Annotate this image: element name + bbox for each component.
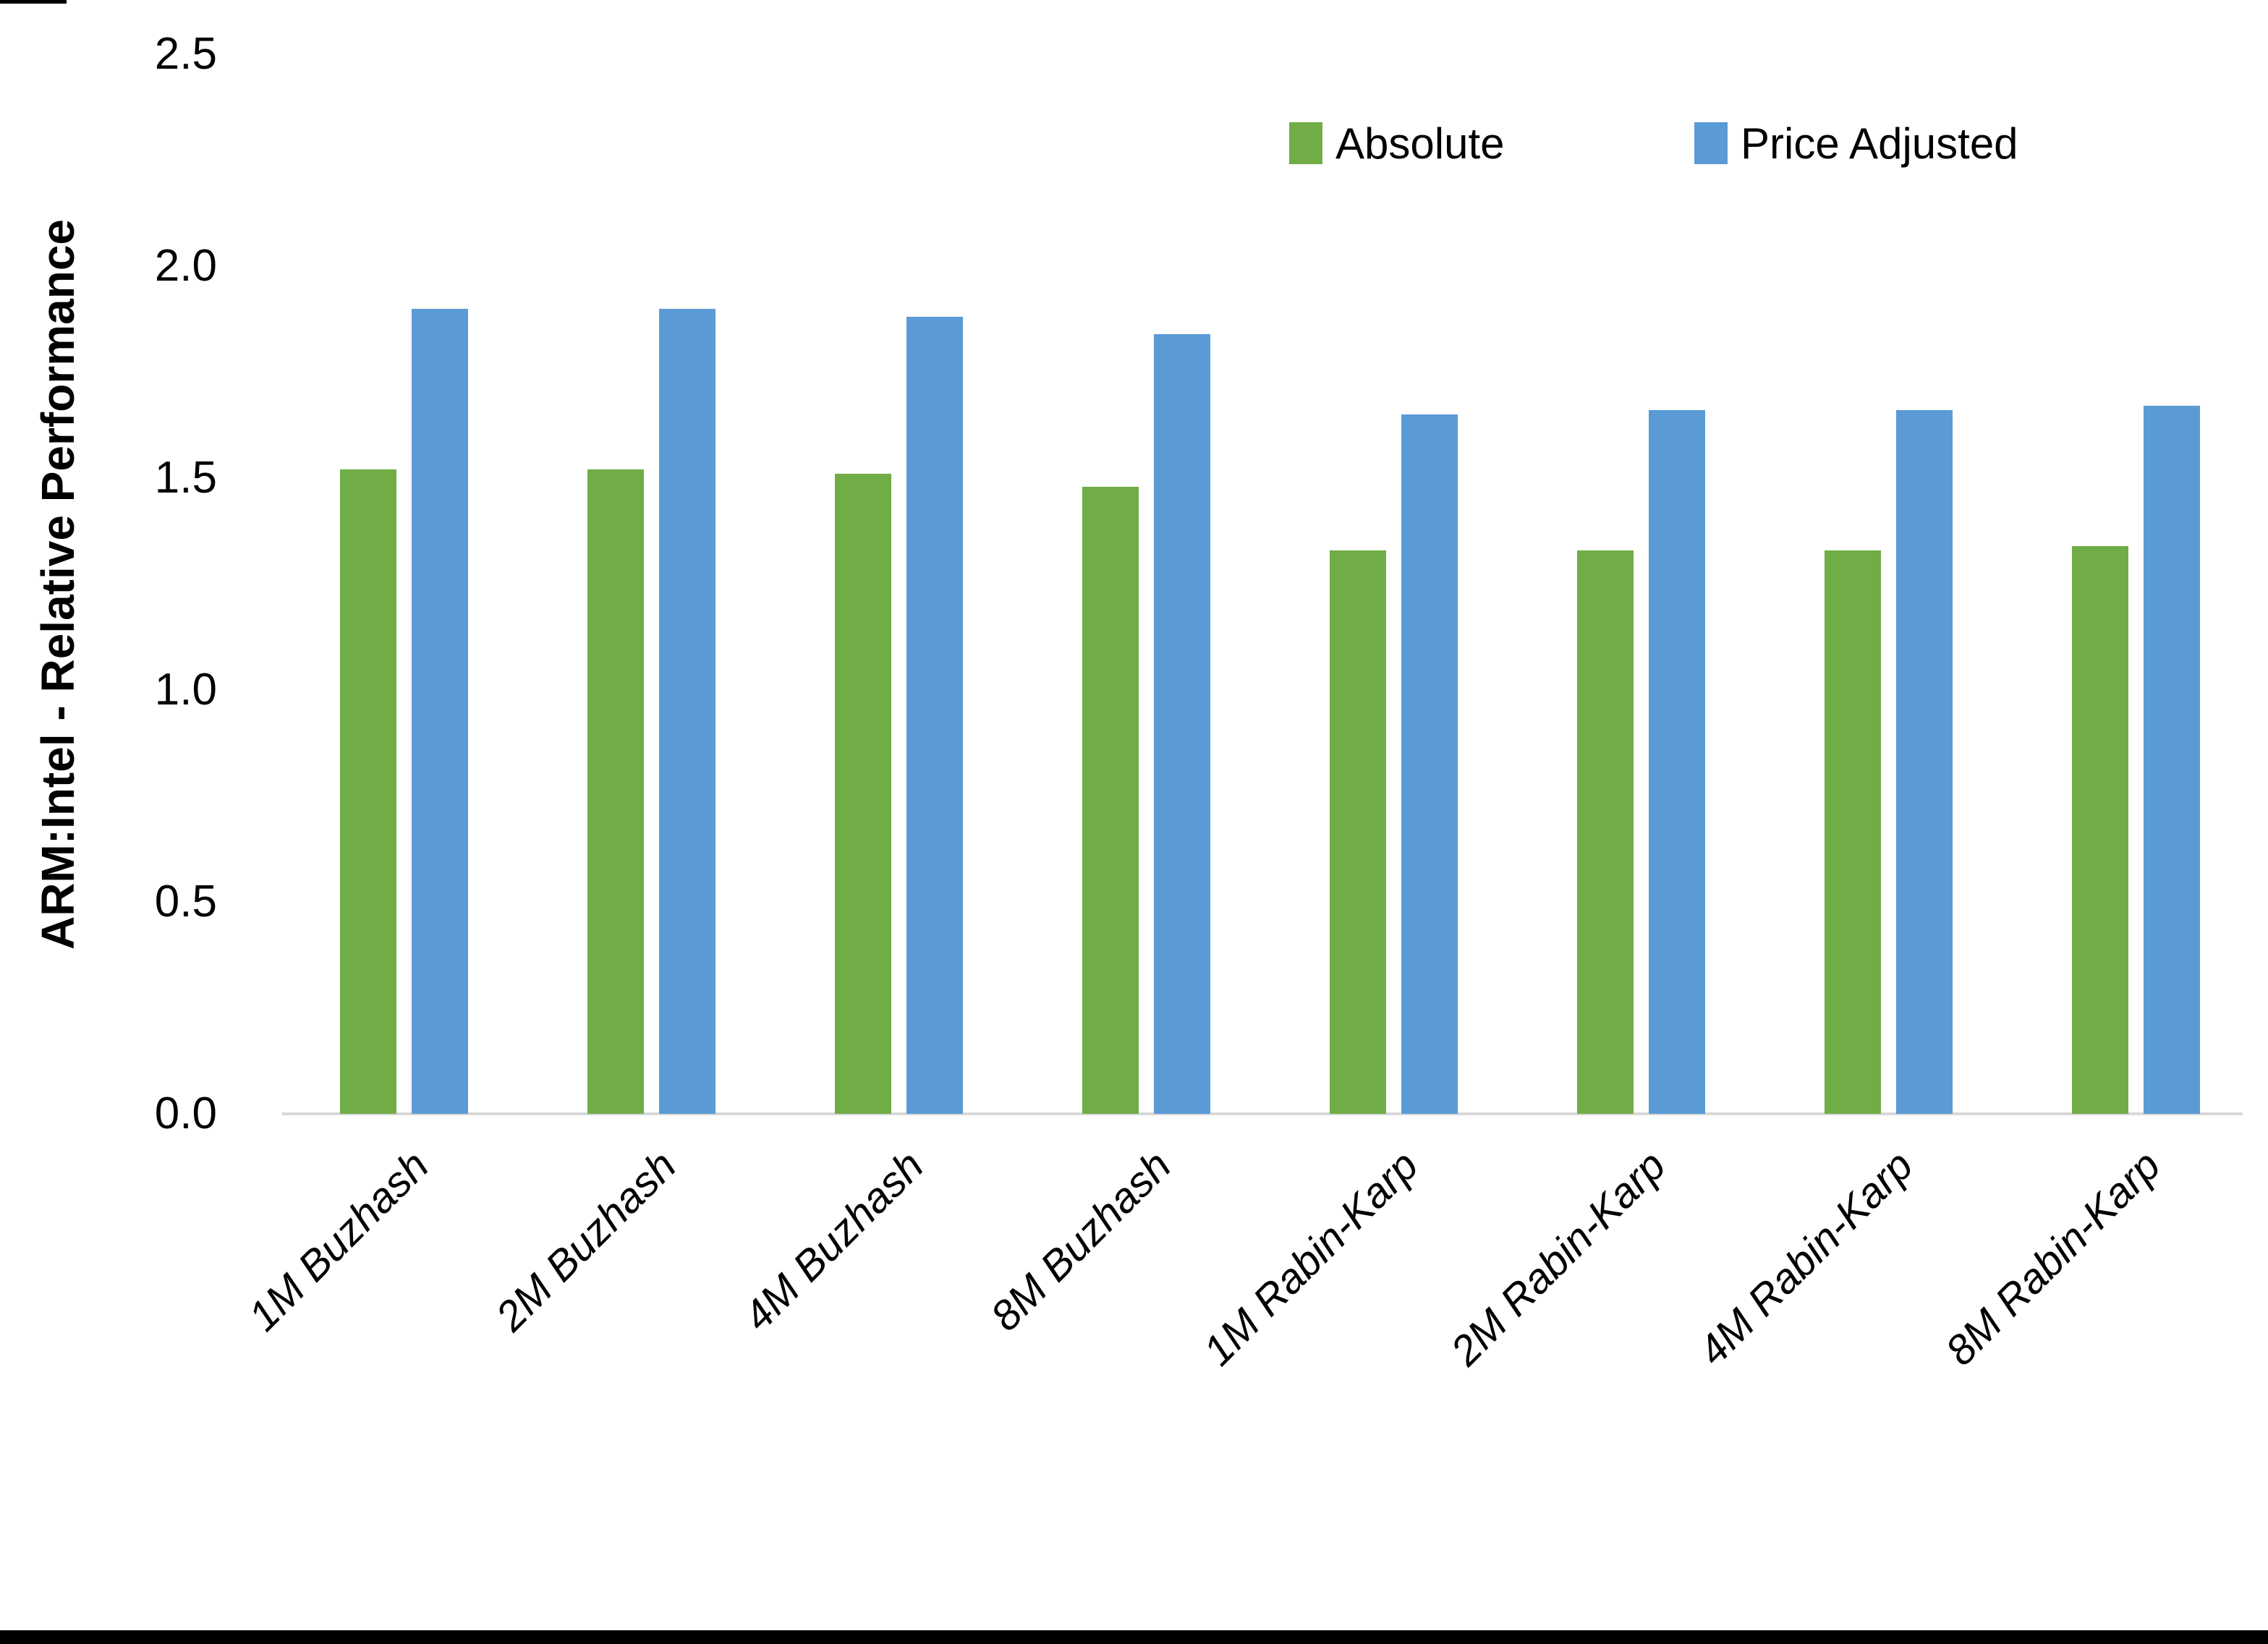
y-tick-label: 0.0 xyxy=(154,1089,217,1138)
x-tick-label: 8M Rabin-Karp xyxy=(1936,1141,2170,1375)
x-axis-line xyxy=(282,1112,2243,1115)
legend-item-price-adjusted: Price Adjusted xyxy=(1694,114,2018,172)
legend-item-absolute: Absolute xyxy=(1289,114,1505,172)
bottom-border xyxy=(0,1630,2268,1644)
x-tick-label: 4M Rabin-Karp xyxy=(1689,1141,1922,1375)
bar-price-adjusted xyxy=(2144,406,2200,1114)
bar-absolute xyxy=(2072,546,2128,1114)
bar-absolute xyxy=(1825,550,1881,1114)
x-tick-label: 2M Rabin-Karp xyxy=(1441,1141,1675,1375)
y-axis-title: ARM:Intel - Relative Performance xyxy=(18,54,98,1114)
bar-price-adjusted xyxy=(412,309,468,1114)
bar-price-adjusted xyxy=(1896,410,1953,1114)
legend-label-price-adjusted: Price Adjusted xyxy=(1741,119,2018,168)
bar-absolute xyxy=(1577,550,1634,1114)
bar-absolute xyxy=(587,469,644,1114)
bar-price-adjusted xyxy=(1401,414,1458,1114)
bar-absolute xyxy=(1082,487,1139,1114)
y-axis-title-text: ARM:Intel - Relative Performance xyxy=(32,218,84,950)
x-tick-label: 1M Buzhash xyxy=(239,1141,438,1340)
y-tick-label: 1.5 xyxy=(154,453,217,503)
y-tick-label: 2.0 xyxy=(154,241,217,291)
bar-absolute xyxy=(1330,550,1386,1114)
bar-price-adjusted xyxy=(906,317,963,1114)
x-tick-label: 8M Buzhash xyxy=(981,1141,1180,1340)
y-tick-label: 0.5 xyxy=(154,877,217,927)
plot-area xyxy=(282,54,2243,1115)
bar-absolute xyxy=(835,474,891,1114)
x-tick-label: 2M Buzhash xyxy=(486,1141,685,1340)
bar-price-adjusted xyxy=(1649,410,1705,1114)
bar-price-adjusted xyxy=(659,309,715,1114)
bar-price-adjusted xyxy=(1154,334,1210,1114)
x-tick-label: 4M Buzhash xyxy=(734,1141,933,1340)
legend: Absolute Price Adjusted xyxy=(0,114,2268,172)
top-border-fragment xyxy=(0,0,67,4)
legend-label-absolute: Absolute xyxy=(1335,119,1505,168)
legend-swatch-absolute xyxy=(1289,122,1322,164)
legend-swatch-price-adjusted xyxy=(1694,122,1728,164)
x-tick-label: 1M Rabin-Karp xyxy=(1194,1141,1427,1375)
y-tick-label: 2.5 xyxy=(154,29,217,79)
bar-absolute xyxy=(340,469,396,1114)
y-tick-label: 1.0 xyxy=(154,665,217,715)
